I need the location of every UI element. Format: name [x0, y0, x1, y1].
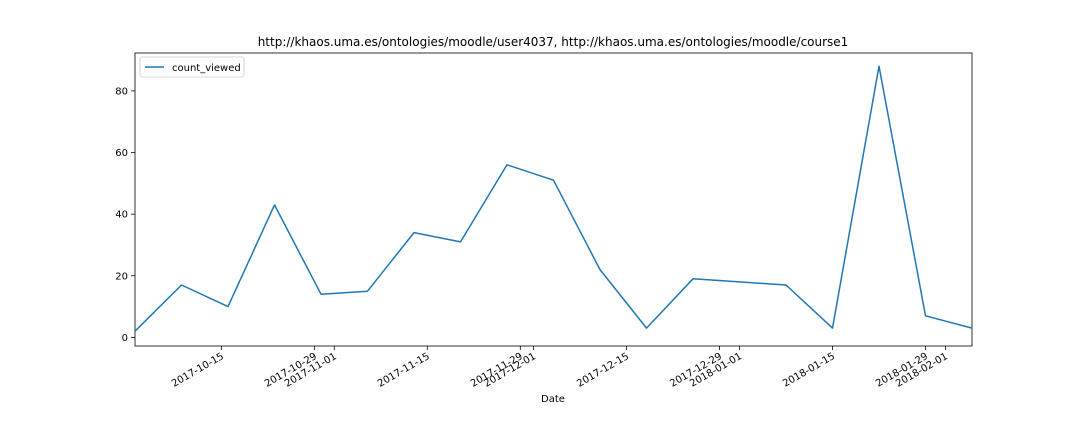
y-tick-label: 0 — [122, 333, 128, 344]
x-tick-label: 2017-10-15 — [170, 351, 226, 390]
x-tick-label: 2017-11-15 — [376, 351, 432, 390]
series-line-count-viewed — [134, 65, 973, 332]
x-axis-label: Date — [541, 394, 565, 405]
legend-box — [139, 56, 245, 78]
y-tick-label: 60 — [115, 148, 128, 159]
y-tick-label: 80 — [115, 86, 128, 97]
legend-label-count-viewed: count_viewed — [172, 63, 241, 74]
y-tick-label: 20 — [115, 271, 128, 282]
chart-title: http://khaos.uma.es/ontologies/moodle/us… — [258, 35, 849, 49]
x-tick-label: 2018-01-15 — [781, 351, 837, 390]
plot-frame — [134, 52, 973, 347]
y-axis: 0 20 40 60 80 — [115, 86, 135, 344]
series-layer — [134, 65, 973, 332]
y-tick-label: 40 — [115, 210, 128, 221]
legend: count_viewed — [139, 56, 245, 78]
x-tick-label: 2017-12-15 — [575, 351, 631, 390]
